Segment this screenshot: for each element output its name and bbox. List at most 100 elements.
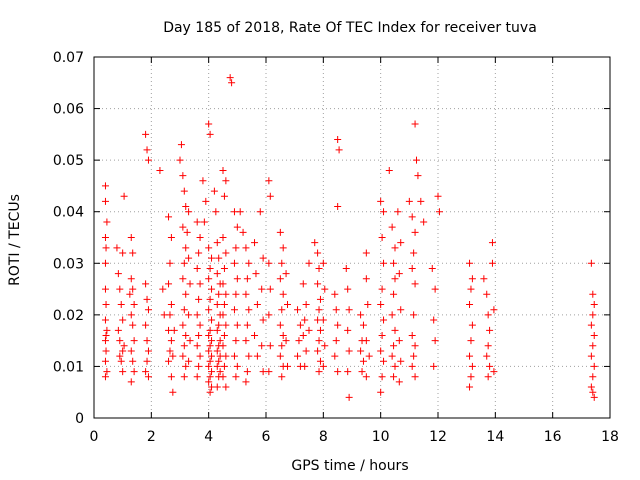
data-point (166, 347, 174, 355)
data-point (195, 249, 203, 257)
data-point (397, 306, 405, 314)
data-point (390, 259, 398, 267)
data-point (488, 239, 496, 247)
data-point (193, 264, 201, 272)
data-point (466, 383, 474, 391)
data-point (278, 306, 286, 314)
data-point (205, 275, 213, 283)
data-point (206, 342, 214, 350)
data-point (311, 239, 319, 247)
data-point (215, 290, 223, 298)
data-point (378, 331, 386, 339)
data-point (208, 285, 216, 293)
data-point (220, 192, 228, 200)
data-point (316, 357, 324, 365)
x-tick-label: 14 (486, 429, 504, 445)
y-tick-label: 0.06 (53, 102, 84, 118)
data-point (391, 244, 399, 252)
data-point (220, 264, 228, 272)
y-axis-ticks: 0 0.01 0.02 0.03 0.04 0.05 0.06 0.07 (53, 50, 610, 427)
data-point (344, 368, 352, 376)
data-point (279, 290, 287, 298)
data-point (251, 331, 259, 339)
data-point (219, 373, 227, 381)
data-point (335, 146, 343, 154)
data-point (101, 234, 109, 241)
data-point (226, 74, 234, 82)
y-tick-label: 0.01 (53, 359, 84, 375)
data-point (242, 290, 250, 298)
data-point (232, 290, 240, 298)
data-point (589, 388, 597, 396)
data-point (388, 352, 396, 360)
data-point (205, 378, 213, 386)
data-point (344, 285, 352, 293)
data-point (205, 120, 213, 128)
data-point (144, 347, 152, 355)
data-point (195, 331, 203, 339)
data-point (380, 208, 388, 216)
data-point (205, 306, 213, 314)
data-point (411, 120, 419, 128)
data-point (183, 228, 191, 236)
data-point (380, 357, 388, 365)
data-point (365, 352, 373, 360)
data-point (589, 290, 597, 298)
data-point (245, 259, 253, 267)
data-point (213, 362, 221, 370)
data-point (411, 342, 419, 350)
data-point (362, 373, 370, 381)
data-point (129, 285, 137, 293)
y-tick-label: 0.05 (53, 153, 84, 169)
data-point (113, 244, 121, 252)
data-point (411, 228, 419, 236)
data-point (378, 285, 386, 293)
data-point (466, 301, 474, 309)
data-point (143, 357, 151, 365)
data-point (332, 306, 340, 314)
data-point (380, 259, 388, 267)
data-point (345, 393, 353, 401)
data-point (232, 373, 240, 381)
data-point (206, 264, 214, 272)
data-point (196, 234, 204, 241)
data-point (315, 264, 323, 272)
data-point (299, 280, 307, 288)
data-point (101, 197, 109, 205)
data-point (245, 306, 253, 314)
data-point (410, 311, 418, 319)
data-point (377, 388, 385, 396)
data-point (220, 301, 228, 309)
data-point (206, 295, 214, 303)
data-point (242, 244, 250, 252)
data-point (390, 373, 398, 381)
y-axis-label: ROTI / TECUs (7, 194, 23, 286)
data-point (213, 301, 221, 309)
data-point (266, 192, 274, 200)
data-point (208, 352, 216, 360)
data-point (219, 311, 227, 319)
data-point (319, 362, 327, 370)
data-point (182, 290, 190, 298)
data-point (394, 208, 402, 216)
data-point (208, 316, 216, 324)
x-tick-label: 0 (90, 429, 99, 445)
data-point (180, 306, 188, 314)
data-point (408, 213, 416, 221)
data-point (119, 347, 127, 355)
data-point (390, 290, 398, 298)
data-point (167, 301, 175, 309)
data-point (193, 342, 201, 350)
data-point (294, 306, 302, 314)
data-point (282, 270, 290, 278)
data-point (206, 130, 214, 138)
data-point (331, 290, 339, 298)
data-point (344, 326, 352, 334)
data-point (103, 218, 111, 226)
data-point (378, 373, 386, 381)
data-point (144, 306, 152, 314)
data-point (199, 177, 207, 185)
data-point (126, 290, 134, 298)
data-point (265, 368, 273, 376)
data-point (180, 373, 188, 381)
